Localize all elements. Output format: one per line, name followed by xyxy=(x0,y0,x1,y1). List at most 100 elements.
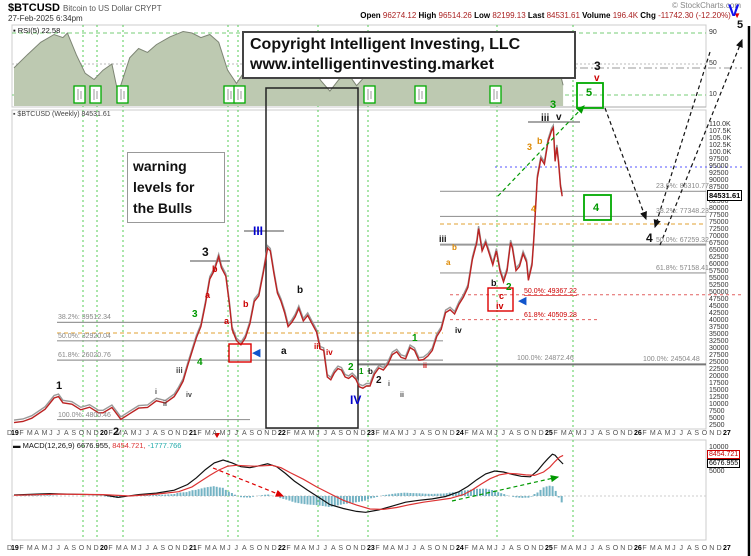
wave-label-3: 3 xyxy=(192,309,198,320)
price-axis-label: 52500 xyxy=(709,282,729,289)
xaxis-month-label: J xyxy=(412,545,417,552)
xaxis-month-label: N xyxy=(264,430,270,437)
xaxis-month-label: A xyxy=(123,430,128,437)
macd-histogram-bar xyxy=(512,496,515,497)
xaxis-month-label: S xyxy=(71,545,77,552)
xaxis-month-label: D xyxy=(93,545,99,552)
xaxis-month-label: S xyxy=(605,430,611,437)
macd-histogram-bar xyxy=(418,493,421,496)
xaxis-month-label: J xyxy=(145,430,150,437)
wave-label-a: a xyxy=(281,346,287,357)
macd-histogram-bar xyxy=(327,496,330,507)
xaxis-month-label: A xyxy=(686,545,692,552)
macd-histogram-bar xyxy=(161,494,164,496)
macd-histogram-bar xyxy=(376,496,379,497)
xaxis-month-label: J xyxy=(323,430,328,437)
xaxis-month-label: A xyxy=(301,545,306,552)
warning-line2: levels for xyxy=(133,179,195,195)
quote-label: Low xyxy=(474,11,493,20)
copyright-line2: www.intelligentinvesting.market xyxy=(250,56,494,73)
ohlc-quote-bar: Open 96274.12 High 96514.26 Low 82199.13… xyxy=(360,11,741,20)
fib-right-label: 50.0%: 67259.32 xyxy=(656,236,709,244)
wave-label-a: a xyxy=(446,258,451,267)
wave-label-3: 3 xyxy=(527,142,533,152)
macd-histogram-bar xyxy=(536,492,539,496)
xaxis-month-label: F xyxy=(286,430,291,437)
xaxis-month-label: M xyxy=(471,545,478,552)
wave-label-b: b xyxy=(212,264,218,274)
macd-axis-label: 10000 xyxy=(709,444,729,451)
xaxis-month-label: F xyxy=(464,430,469,437)
macd-histogram-bar xyxy=(500,493,503,496)
wave-label-3: 3 xyxy=(594,59,601,73)
macd-histogram-bar xyxy=(436,493,439,496)
macd-histogram-bar xyxy=(333,496,336,506)
macd-histogram-bar xyxy=(479,488,481,496)
xaxis-month-label: O xyxy=(167,430,174,437)
macd-histogram-bar xyxy=(545,486,548,496)
xaxis-month-label: F xyxy=(108,430,113,437)
xaxis-month-label: J xyxy=(316,430,320,437)
quote-value: 82199.13 xyxy=(492,11,528,20)
price-axis-label: 65000 xyxy=(709,247,729,254)
wave-label-i: i xyxy=(388,381,390,388)
xaxis-year-label: 27 xyxy=(723,545,731,552)
wave-label-V: V xyxy=(728,1,740,20)
xaxis-month-label: M xyxy=(560,545,567,552)
rsi-axis-label: 90 xyxy=(709,29,717,36)
quote-label: Open xyxy=(360,11,383,20)
wave-label-b: b xyxy=(537,136,543,146)
wave-label-ii: ii xyxy=(423,363,427,370)
xaxis-month-label: A xyxy=(241,430,247,437)
macd-legend: ▬ MACD(12,26,9) 6676.955, 8454.721, -177… xyxy=(13,441,181,450)
macd-histogram-bar xyxy=(264,494,267,496)
blue-left-arrow: ◀ xyxy=(518,295,527,307)
xaxis-month-label: O xyxy=(78,430,85,437)
xaxis-month-label: J xyxy=(56,545,61,552)
macd-histogram-bar xyxy=(243,496,245,498)
macd-signal-line xyxy=(13,454,564,511)
macd-histogram-bar xyxy=(209,486,212,496)
xaxis-month-label: J xyxy=(227,545,231,552)
price-shadow-line xyxy=(13,122,563,421)
price-axis-label: 105.0K xyxy=(709,135,732,142)
xaxis-month-label: A xyxy=(686,430,692,437)
stockcharts-credit: © StockCharts.com xyxy=(671,1,741,10)
xaxis-month-label: O xyxy=(434,545,441,552)
macd-histogram-bar xyxy=(233,494,236,496)
wave-label-4: 4 xyxy=(593,202,600,214)
xaxis-month-label: J xyxy=(234,545,239,552)
xaxis-month-label: M xyxy=(219,545,226,552)
xaxis-month-label: S xyxy=(160,430,166,437)
xaxis-month-label: J xyxy=(672,545,676,552)
xaxis-month-label: F xyxy=(464,545,469,552)
macd-histogram-bar xyxy=(524,496,527,498)
xaxis-month-label: O xyxy=(701,545,708,552)
quote-value: 96274.12 xyxy=(382,11,419,20)
macd-histogram-bar xyxy=(382,495,385,496)
wave-label-iii: iii xyxy=(439,234,447,244)
macd-histogram-bar xyxy=(497,492,500,496)
xaxis-month-label: M xyxy=(649,430,656,437)
xaxis-month-label: F xyxy=(553,545,558,552)
macd-histogram-bar xyxy=(448,492,451,496)
xaxis-month-label: D xyxy=(449,545,455,552)
wave-label-iv: iv xyxy=(455,326,462,335)
macd-legend-part: 8454.721, xyxy=(112,441,148,450)
xaxis-month-label: A xyxy=(212,545,217,552)
xaxis-year-label: 23 xyxy=(367,430,375,437)
macd-histogram-bar xyxy=(182,492,185,496)
xaxis-month-label: N xyxy=(709,430,715,437)
macd-histogram-bar xyxy=(373,496,376,498)
quote-value: 96514.26 xyxy=(438,11,475,20)
macd-histogram-bar xyxy=(46,495,49,496)
price-axis-label: 25000 xyxy=(709,359,729,366)
price-axis-label: 60000 xyxy=(709,261,729,268)
xaxis-month-label: A xyxy=(597,545,603,552)
wave-label-3: 3 xyxy=(550,99,557,111)
macd-histogram-bar xyxy=(221,487,224,496)
xaxis-month-label: J xyxy=(227,430,231,437)
xaxis-year-label: 27 xyxy=(723,430,731,437)
warning-line3: the Bulls xyxy=(133,200,193,216)
rsi-signal-box xyxy=(89,85,102,104)
